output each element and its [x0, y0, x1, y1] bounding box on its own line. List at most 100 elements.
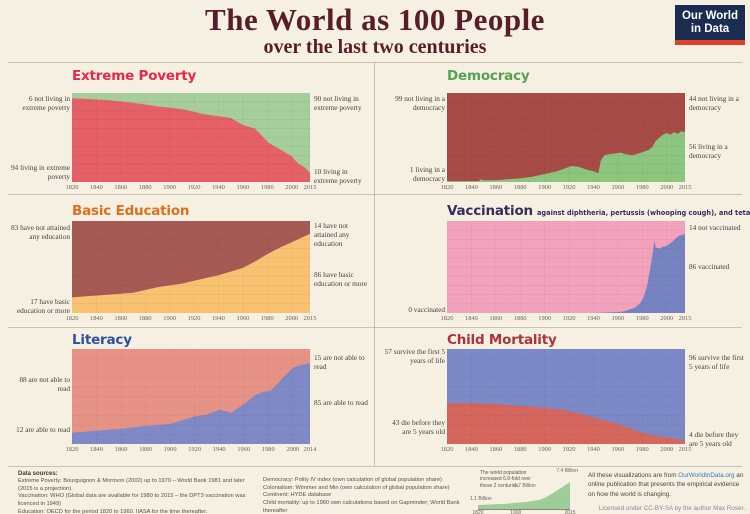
- label-left-bottom: 43 die before they are 5 years old: [392, 418, 445, 436]
- label-right-top: 14 have not attained any education: [314, 221, 350, 248]
- page-title: The World as 100 People: [205, 2, 545, 37]
- population-minichart: The world population increased 6.8-fold …: [470, 467, 580, 514]
- x-tick-label: 1880: [138, 184, 152, 191]
- x-tick-label: 2015: [678, 184, 692, 191]
- area-series-bottom: [72, 233, 310, 313]
- x-tick-label: 1840: [90, 184, 103, 191]
- x-tick-label: 2014: [303, 446, 317, 453]
- x-tick-label: 2000: [660, 446, 674, 453]
- population-label-1820: 1.1 Billion: [470, 496, 492, 502]
- x-tick-label: 1880: [513, 446, 527, 453]
- x-tick-label: 1860: [114, 446, 128, 453]
- x-axis-ticks: 1820 1840 1860 1880 1900 1920 1940 1960 1980 2000…: [441, 184, 692, 193]
- data-sources-col2: Democracy: Polity IV index (own calculat…: [263, 477, 468, 514]
- x-axis-ticks: 1820 1840 1860 1880 1900 1920 1940 1960 1980 2000…: [66, 446, 317, 455]
- x-tick-label: 2000: [660, 184, 674, 191]
- data-sources-heading: Data sources:: [18, 471, 58, 477]
- footer: Data sources: Extreme Poverty: Bourguign…: [0, 466, 750, 514]
- label-left-top: 88 are not able to read: [19, 375, 70, 393]
- x-tick-label: 1920: [187, 184, 201, 191]
- label-left-top: 6 not living in extreme poverty: [22, 94, 70, 112]
- x-tick-label: 2015: [564, 510, 576, 514]
- label-right-bottom: 86 have basic education or more: [314, 270, 368, 288]
- x-tick-label: 1960: [611, 315, 625, 322]
- x-tick-label: 2015: [303, 315, 317, 322]
- label-right-bottom: 10 living in extreme poverty: [314, 167, 362, 185]
- label-left-top: 99 not living in a democracy: [395, 94, 445, 112]
- label-right-top: 96 survive the first 5 years of life: [689, 353, 744, 371]
- x-tick-label: 1980: [635, 315, 649, 322]
- area-chart-population: [478, 482, 570, 510]
- x-tick-label: 1880: [513, 315, 527, 322]
- x-tick-label: 1980: [260, 315, 274, 322]
- source-line: Democracy: Polity IV index (own calculat…: [263, 477, 442, 483]
- x-tick-label: 1860: [489, 315, 503, 322]
- x-tick-label: 1960: [237, 446, 251, 453]
- panel-extreme-poverty: Extreme Poverty 6 not living in extreme …: [8, 64, 376, 196]
- x-tick-label: 1920: [187, 315, 201, 322]
- label-right-bottom: 4 die before they are 5 years old: [689, 430, 739, 448]
- x-tick-label: 1940: [587, 315, 600, 322]
- x-tick-label: 1860: [489, 446, 503, 453]
- x-tick-label: 1940: [587, 184, 600, 191]
- x-tick-label: 1900: [538, 184, 552, 191]
- label-left-top: 57 survive the first 5 years of life: [384, 347, 445, 365]
- chart-subtitle: against diphtheria, pertussis (whooping …: [536, 209, 750, 217]
- x-tick-label: 1980: [260, 184, 274, 191]
- x-tick-label: 1980: [635, 446, 649, 453]
- area-chart-basic-education: [72, 221, 310, 313]
- source-line: Child mortality: up to 1960 own calculat…: [263, 500, 460, 514]
- x-tick-label: 1920: [562, 184, 576, 191]
- owid-link[interactable]: OurWorldInData.org: [678, 472, 735, 479]
- label-left-bottom: 0 vaccinated: [408, 305, 445, 314]
- x-tick-label: 1920: [562, 446, 576, 453]
- x-tick-label: 1960: [611, 184, 625, 191]
- x-axis-ticks: 1820 1840 1860 1880 1900 1920 1940 1960 1980 2000…: [441, 446, 692, 455]
- x-tick-label: 1900: [163, 446, 177, 453]
- divider: [8, 466, 742, 467]
- label-left-bottom: 17 have basic education or more: [16, 297, 70, 315]
- x-tick-label: 1900: [163, 184, 177, 191]
- x-tick-label: 1940: [212, 315, 225, 322]
- label-right-bottom: 86 vaccinated: [689, 262, 730, 271]
- chart-title: Basic Education: [72, 203, 190, 219]
- area-series-bottom: [447, 233, 685, 313]
- x-tick-label: 2000: [286, 446, 300, 453]
- label-right-bottom: 56 living in a democracy: [689, 142, 728, 160]
- x-tick-label: 2015: [303, 184, 317, 191]
- x-axis-ticks: 1820 1900 2015: [472, 510, 575, 514]
- x-axis-ticks: 1820 1840 1860 1880 1900 1920 1940 1960 1980 2000…: [441, 315, 692, 324]
- chart-title: Child Mortality: [447, 332, 557, 348]
- source-line: Continent: HYDE database: [263, 492, 332, 499]
- source-line: Vaccination: WHO (Global data are availa…: [18, 493, 246, 508]
- x-tick-label: 1900: [163, 315, 177, 322]
- chart-title: Democracy: [447, 68, 530, 84]
- about-text: All these visualizations are from OurWor…: [588, 472, 745, 513]
- x-tick-label: 1840: [465, 184, 478, 191]
- x-tick-label: 2015: [678, 446, 692, 453]
- area-chart-vaccination: [447, 221, 685, 313]
- area-series-bottom: [447, 403, 685, 444]
- panel-child-mortality: Child Mortality 57 survive the first 5 y…: [383, 328, 750, 460]
- population-label-2015: 7.4 Billion: [556, 468, 578, 474]
- license-text: Licensed under CC-BY-SA by the author Ma…: [598, 505, 745, 513]
- label-right-top: 15 are not able to read: [314, 353, 365, 371]
- panel-vaccination: Vaccination against diphtheria, pertussis…: [383, 195, 750, 327]
- label-left-top: 83 have not attained any education: [11, 223, 70, 241]
- x-tick-label: 1820: [472, 510, 484, 514]
- label-left-bottom: 1 living in a democracy: [409, 165, 445, 183]
- x-tick-label: 1940: [587, 446, 600, 453]
- chart-title: Literacy: [72, 332, 132, 348]
- chart-title: Extreme Poverty: [72, 68, 197, 84]
- divider: [8, 194, 742, 195]
- owid-logo: Our World in Data: [675, 5, 745, 45]
- x-tick-label: 1920: [188, 446, 202, 453]
- x-tick-label: 1860: [114, 315, 128, 322]
- data-sources-col1: Data sources: Extreme Poverty: Bourguign…: [18, 470, 258, 514]
- label-right-top: 44 not living in a democracy: [689, 94, 739, 112]
- label-right-bottom: 85 are able to read: [314, 398, 368, 407]
- x-tick-label: 1960: [611, 446, 625, 453]
- population-label-1900: 1.7 Billion: [514, 483, 536, 489]
- x-tick-label: 1880: [513, 184, 527, 191]
- population-caption: The world population increased 6.8-fold …: [480, 470, 531, 489]
